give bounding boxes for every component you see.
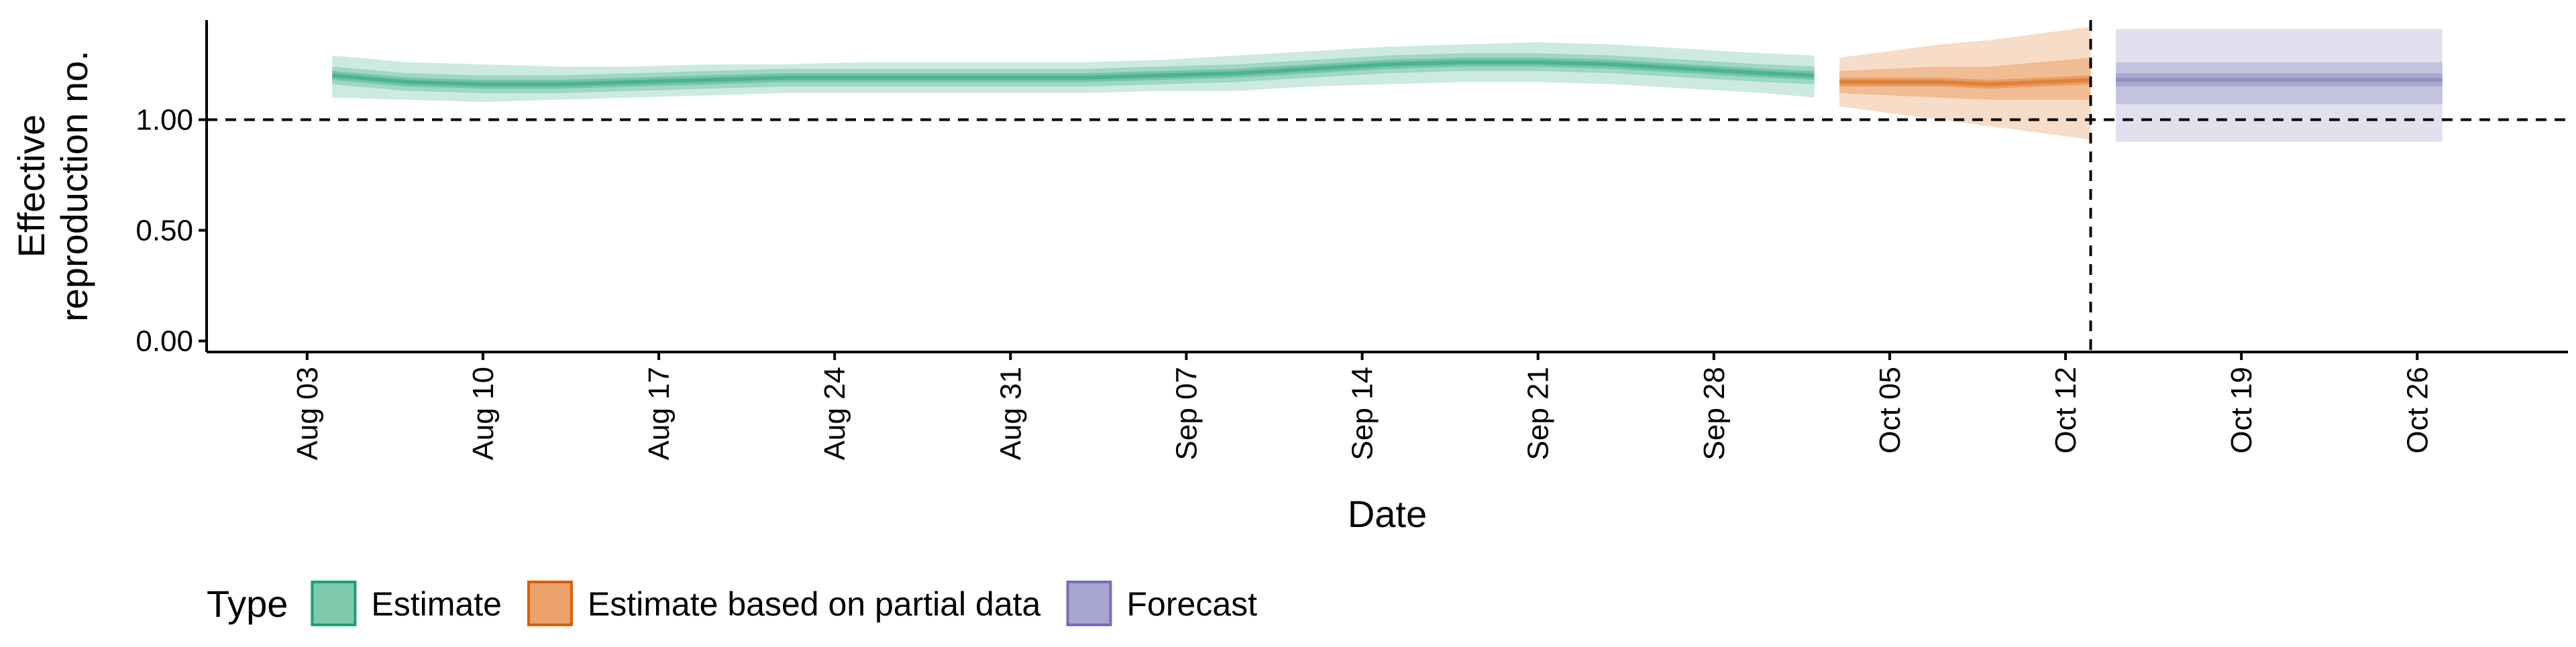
- band-ci90-estimate-based-on-partial-data: [1839, 26, 2091, 140]
- legend-item-forecast: Forecast: [1066, 581, 1258, 626]
- x-tick-label: Aug 31: [994, 367, 1027, 460]
- y-tick-label: 1.00: [136, 104, 193, 137]
- legend-swatch: [1066, 581, 1112, 626]
- x-tick-label: Oct 19: [2225, 367, 2258, 454]
- legend-swatch: [527, 581, 573, 626]
- y-tick-label: 0.00: [136, 325, 193, 358]
- band-ci90-forecast: [2116, 29, 2443, 142]
- legend-label: Forecast: [1127, 585, 1258, 623]
- x-tick-label: Sep 14: [1346, 367, 1379, 460]
- y-axis-title: Effectivereproduction no.: [10, 50, 95, 322]
- band-ci90-estimate: [332, 42, 1815, 103]
- x-tick-label: Oct 12: [2049, 367, 2082, 454]
- x-tick-label: Aug 10: [467, 367, 500, 460]
- legend-label: Estimate based on partial data: [588, 585, 1041, 623]
- median-line-estimate: [331, 60, 1815, 86]
- legend-title: Type: [207, 583, 288, 625]
- legend-item-estimate: Estimate: [311, 581, 502, 626]
- x-tick-label: Oct 05: [1874, 367, 1907, 454]
- x-tick-label: Aug 03: [291, 367, 324, 460]
- x-tick-label: Oct 26: [2401, 367, 2434, 454]
- x-tick-label: Sep 21: [1522, 367, 1555, 460]
- band-ci20-estimate-based-on-partial-data: [1839, 75, 2091, 89]
- x-tick-label: Sep 28: [1698, 367, 1731, 460]
- x-axis-title: Date: [1348, 493, 1427, 535]
- legend: Type Estimate Estimate based on partial da…: [207, 581, 1258, 626]
- band-ci50-forecast: [2116, 62, 2443, 105]
- band-ci20-forecast: [2116, 73, 2443, 86]
- y-axis-title-line: reproduction no.: [53, 50, 95, 322]
- legend-item-estimate-based-on-partial-data: Estimate based on partial data: [527, 581, 1041, 626]
- legend-label: Estimate: [371, 585, 502, 623]
- band-ci20-estimate: [332, 58, 1815, 89]
- bands-layer: [331, 26, 2443, 142]
- x-tick-label: Sep 07: [1170, 367, 1203, 460]
- median-line-estimate-based-on-partial-data: [1839, 78, 2091, 86]
- x-tick-label: Aug 24: [818, 367, 851, 460]
- band-ci50-estimate-based-on-partial-data: [1839, 58, 2091, 100]
- series-estimate-based-on-partial-data: [1839, 26, 2091, 140]
- y-axis-title-line: Effective: [10, 115, 52, 258]
- y-tick-label: 0.50: [136, 215, 193, 247]
- x-tick-label: Aug 17: [643, 367, 676, 460]
- series-estimate: [331, 42, 1815, 103]
- series-forecast: [2116, 29, 2443, 142]
- axes: 0.00 0.50 1.00 Aug 03 Aug 10 Aug 17 Aug 24 Aug …: [10, 20, 2568, 535]
- band-ci50-estimate: [332, 53, 1815, 93]
- legend-swatch: [311, 581, 357, 626]
